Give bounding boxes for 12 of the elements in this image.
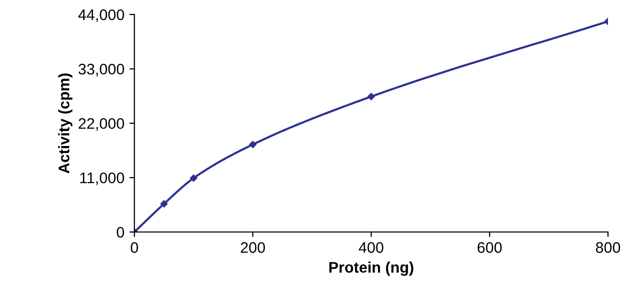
y-axis-title: Activity (cpm) — [58, 73, 72, 174]
x-tick-label: 400 — [358, 242, 384, 253]
y-tick-label: 22,000 — [78, 118, 124, 131]
y-tick-label: 44,000 — [78, 9, 124, 22]
x-tick-label: 600 — [478, 242, 502, 253]
x-tick-label: 200 — [240, 242, 265, 253]
y-tick-label: 0 — [116, 226, 124, 238]
x-tick-label: 800 — [596, 242, 620, 253]
x-tick-label: 0 — [130, 242, 138, 253]
x-axis-title: Protein (ng) — [329, 262, 414, 276]
y-tick-label: 11,000 — [80, 172, 124, 186]
y-tick-label: 33,000 — [78, 64, 124, 76]
